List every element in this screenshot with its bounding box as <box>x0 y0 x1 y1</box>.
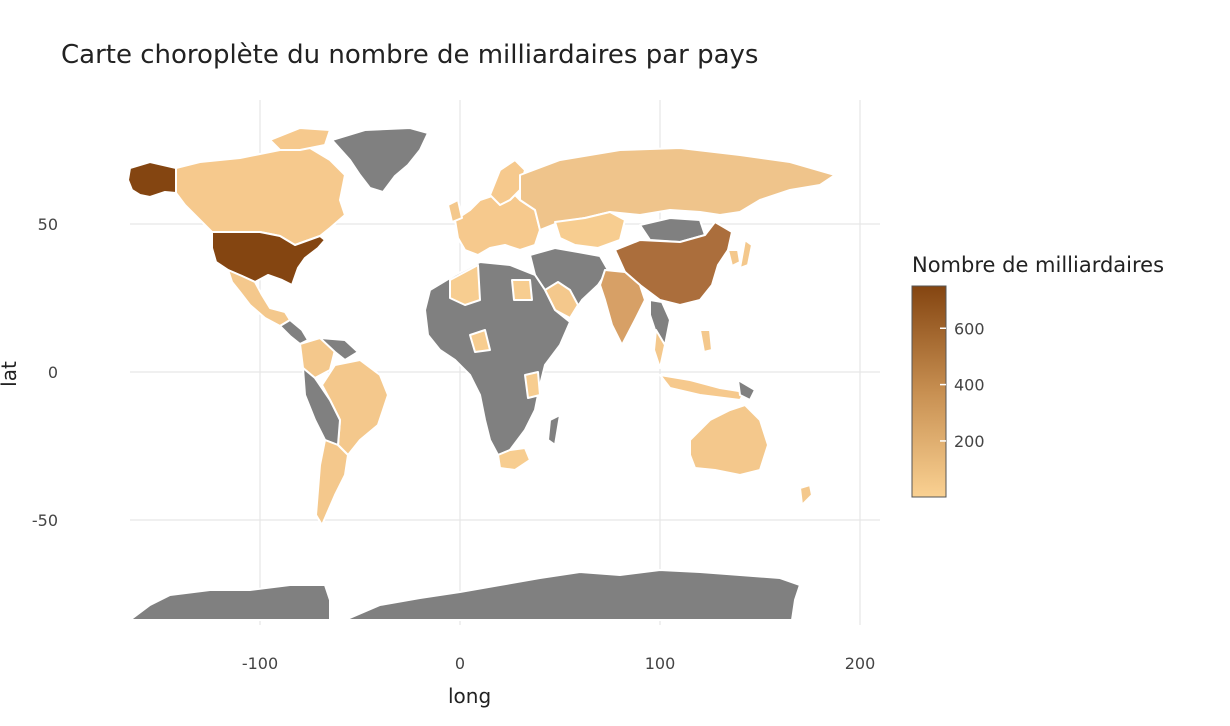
legend-title: Nombre de milliardaires <box>912 253 1165 277</box>
country-philippines <box>699 329 713 353</box>
country-egypt <box>511 279 533 301</box>
country-antarctica <box>129 569 801 621</box>
country-africa <box>424 261 571 456</box>
country-south-africa <box>497 447 531 471</box>
country-kazakhstan <box>554 211 626 249</box>
legend-tick-label: 400 <box>954 376 985 395</box>
x-tick-label: 100 <box>645 654 676 673</box>
y-tick-label: -50 <box>32 511 58 530</box>
country-central-america <box>279 319 309 345</box>
country-papua <box>737 379 756 401</box>
chart-title: Carte choroplète du nombre de milliardai… <box>61 40 759 70</box>
country-uk <box>447 199 463 223</box>
country-australia <box>689 404 769 476</box>
country-greenland <box>331 127 429 193</box>
country-canada <box>175 147 346 246</box>
x-axis-label: long <box>448 684 492 708</box>
legend-colorbar <box>911 285 947 498</box>
country-alaska <box>127 161 177 198</box>
country-korea <box>727 249 741 267</box>
country-india <box>599 269 646 346</box>
country-indonesia <box>659 374 746 401</box>
country-russia <box>519 147 836 231</box>
x-axis-ticks: -100 0 100 200 <box>242 654 875 673</box>
x-tick-label: -100 <box>242 654 278 673</box>
country-shapes <box>127 127 836 621</box>
country-nigeria <box>469 329 491 353</box>
country-china <box>614 221 733 306</box>
country-europe <box>454 189 541 256</box>
legend-ticks: 200 400 600 <box>940 319 985 451</box>
country-thailand <box>653 329 666 369</box>
y-axis-label: lat <box>0 361 21 387</box>
x-tick-label: 200 <box>845 654 876 673</box>
country-madagascar <box>547 414 561 446</box>
country-argentina <box>315 439 349 526</box>
country-venezuela <box>319 337 359 361</box>
y-axis-ticks: 50 0 -50 <box>32 215 58 530</box>
country-north-africa <box>449 264 481 306</box>
x-tick-label: 0 <box>455 654 465 673</box>
country-new-zealand <box>799 484 813 506</box>
legend-tick-label: 200 <box>954 432 985 451</box>
country-kenya <box>524 371 541 399</box>
legend-tick-label: 600 <box>954 319 985 338</box>
country-canada-islands <box>269 127 331 151</box>
y-tick-label: 0 <box>48 363 58 382</box>
country-japan <box>739 239 753 269</box>
y-tick-label: 50 <box>38 215 58 234</box>
country-usa <box>211 231 326 286</box>
